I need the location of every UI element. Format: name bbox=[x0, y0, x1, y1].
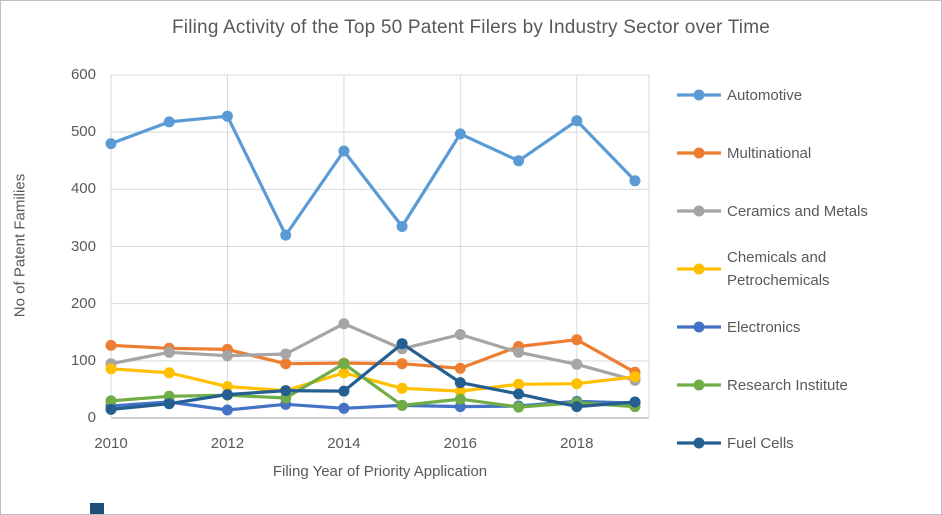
series-line bbox=[109, 362, 637, 409]
data-point-marker bbox=[105, 339, 117, 351]
data-point-marker bbox=[513, 401, 525, 413]
legend-line-marker-icon bbox=[677, 321, 721, 333]
data-point-marker bbox=[513, 378, 525, 390]
x-axis-title: Filing Year of Priority Application bbox=[272, 463, 488, 480]
data-point-marker bbox=[338, 385, 350, 397]
data-point-marker bbox=[338, 318, 350, 330]
data-point-marker bbox=[105, 363, 117, 375]
data-point-marker bbox=[454, 362, 466, 374]
y-tick-label: 100 bbox=[70, 351, 96, 369]
data-point-marker bbox=[629, 371, 641, 383]
data-point-marker bbox=[105, 395, 117, 407]
legend-item-chemicals-and-petrochemicals[interactable]: Chemicals and Petrochemicals bbox=[677, 240, 935, 298]
legend-label: Research Institute bbox=[727, 376, 848, 394]
data-point-marker bbox=[513, 155, 525, 167]
data-point-marker bbox=[280, 385, 292, 397]
chart-legend: Automotive Multinational Ceramics and Meta… bbox=[677, 66, 935, 472]
data-point-marker bbox=[513, 388, 525, 400]
legend-line-marker-icon bbox=[677, 437, 721, 449]
y-tick-label: 500 bbox=[70, 123, 96, 141]
series-line bbox=[109, 322, 637, 382]
series-fuel-cells[interactable] bbox=[105, 338, 641, 415]
legend-item-ceramics-and-metals[interactable]: Ceramics and Metals bbox=[677, 182, 935, 240]
data-point-marker bbox=[338, 402, 350, 414]
legend-item-automotive[interactable]: Automotive bbox=[677, 66, 935, 124]
data-point-marker bbox=[454, 393, 466, 405]
x-tick-label: 2014 bbox=[327, 435, 361, 452]
legend-item-electronics[interactable]: Electronics bbox=[677, 298, 935, 356]
y-tick-label: 400 bbox=[70, 180, 96, 198]
series-line bbox=[109, 367, 637, 393]
data-point-marker bbox=[163, 367, 175, 379]
legend-item-multinational[interactable]: Multinational bbox=[677, 124, 935, 182]
data-point-marker bbox=[454, 128, 466, 140]
y-axis-title: No of Patent Families bbox=[11, 173, 29, 318]
data-point-marker bbox=[338, 367, 350, 379]
legend-item-fuel-cells[interactable]: Fuel Cells bbox=[677, 414, 935, 472]
data-point-marker bbox=[163, 346, 175, 358]
legend-line-marker-icon bbox=[677, 379, 721, 391]
data-point-marker bbox=[280, 358, 292, 370]
legend-line-marker-icon bbox=[677, 147, 721, 159]
y-tick-label: 200 bbox=[70, 294, 96, 312]
y-tick-label: 0 bbox=[87, 409, 96, 426]
legend-label: Electronics bbox=[727, 318, 801, 336]
chart-title: Filing Activity of the Top 50 Patent Fil… bbox=[171, 17, 771, 38]
series-automotive[interactable] bbox=[105, 110, 641, 241]
data-point-marker bbox=[629, 175, 641, 187]
x-tick-label: 2018 bbox=[560, 435, 594, 452]
data-point-marker bbox=[513, 346, 525, 358]
data-point-marker bbox=[571, 401, 583, 413]
series-electronics[interactable] bbox=[105, 395, 641, 416]
legend-label: Multinational bbox=[727, 144, 812, 162]
data-point-marker bbox=[221, 404, 233, 416]
legend-label: Ceramics and Metals bbox=[727, 202, 868, 220]
data-point-marker bbox=[629, 396, 641, 408]
data-point-marker bbox=[221, 350, 233, 362]
series-line bbox=[109, 338, 637, 374]
data-point-marker bbox=[280, 229, 292, 241]
data-point-marker bbox=[396, 382, 408, 394]
data-point-marker bbox=[571, 115, 583, 127]
series-multinational[interactable] bbox=[105, 334, 641, 378]
data-point-marker bbox=[105, 138, 117, 150]
partial-ui-fragment bbox=[90, 503, 104, 514]
x-tick-label: 2010 bbox=[94, 435, 128, 452]
data-point-marker bbox=[396, 358, 408, 370]
data-point-marker bbox=[571, 378, 583, 390]
legend-line-marker-icon bbox=[677, 89, 721, 101]
legend-label: Chemicals and Petrochemicals bbox=[727, 249, 830, 289]
data-point-marker bbox=[396, 338, 408, 350]
data-point-marker bbox=[221, 110, 233, 122]
data-point-marker bbox=[280, 348, 292, 360]
y-tick-label: 600 bbox=[70, 66, 96, 83]
data-point-marker bbox=[221, 381, 233, 393]
data-point-marker bbox=[571, 334, 583, 346]
legend-line-marker-icon bbox=[677, 263, 721, 275]
series-line bbox=[109, 342, 637, 411]
data-point-marker bbox=[454, 385, 466, 397]
y-tick-label: 300 bbox=[70, 237, 96, 255]
legend-label: Fuel Cells bbox=[727, 434, 794, 452]
data-point-marker bbox=[221, 389, 233, 401]
legend-item-research-institute[interactable]: Research Institute bbox=[677, 356, 935, 414]
data-point-marker bbox=[163, 116, 175, 128]
legend-label: Automotive bbox=[727, 86, 803, 104]
data-point-marker bbox=[105, 403, 117, 415]
legend-line-marker-icon bbox=[677, 205, 721, 217]
data-point-marker bbox=[338, 145, 350, 157]
data-point-marker bbox=[454, 329, 466, 340]
data-point-marker bbox=[396, 221, 408, 232]
data-point-marker bbox=[338, 358, 350, 370]
series-line bbox=[109, 114, 637, 237]
data-point-marker bbox=[396, 399, 408, 411]
data-point-marker bbox=[454, 377, 466, 389]
data-point-marker bbox=[571, 358, 583, 370]
x-tick-label: 2012 bbox=[210, 435, 245, 452]
x-tick-label: 2016 bbox=[443, 435, 478, 452]
data-point-marker bbox=[163, 398, 175, 410]
